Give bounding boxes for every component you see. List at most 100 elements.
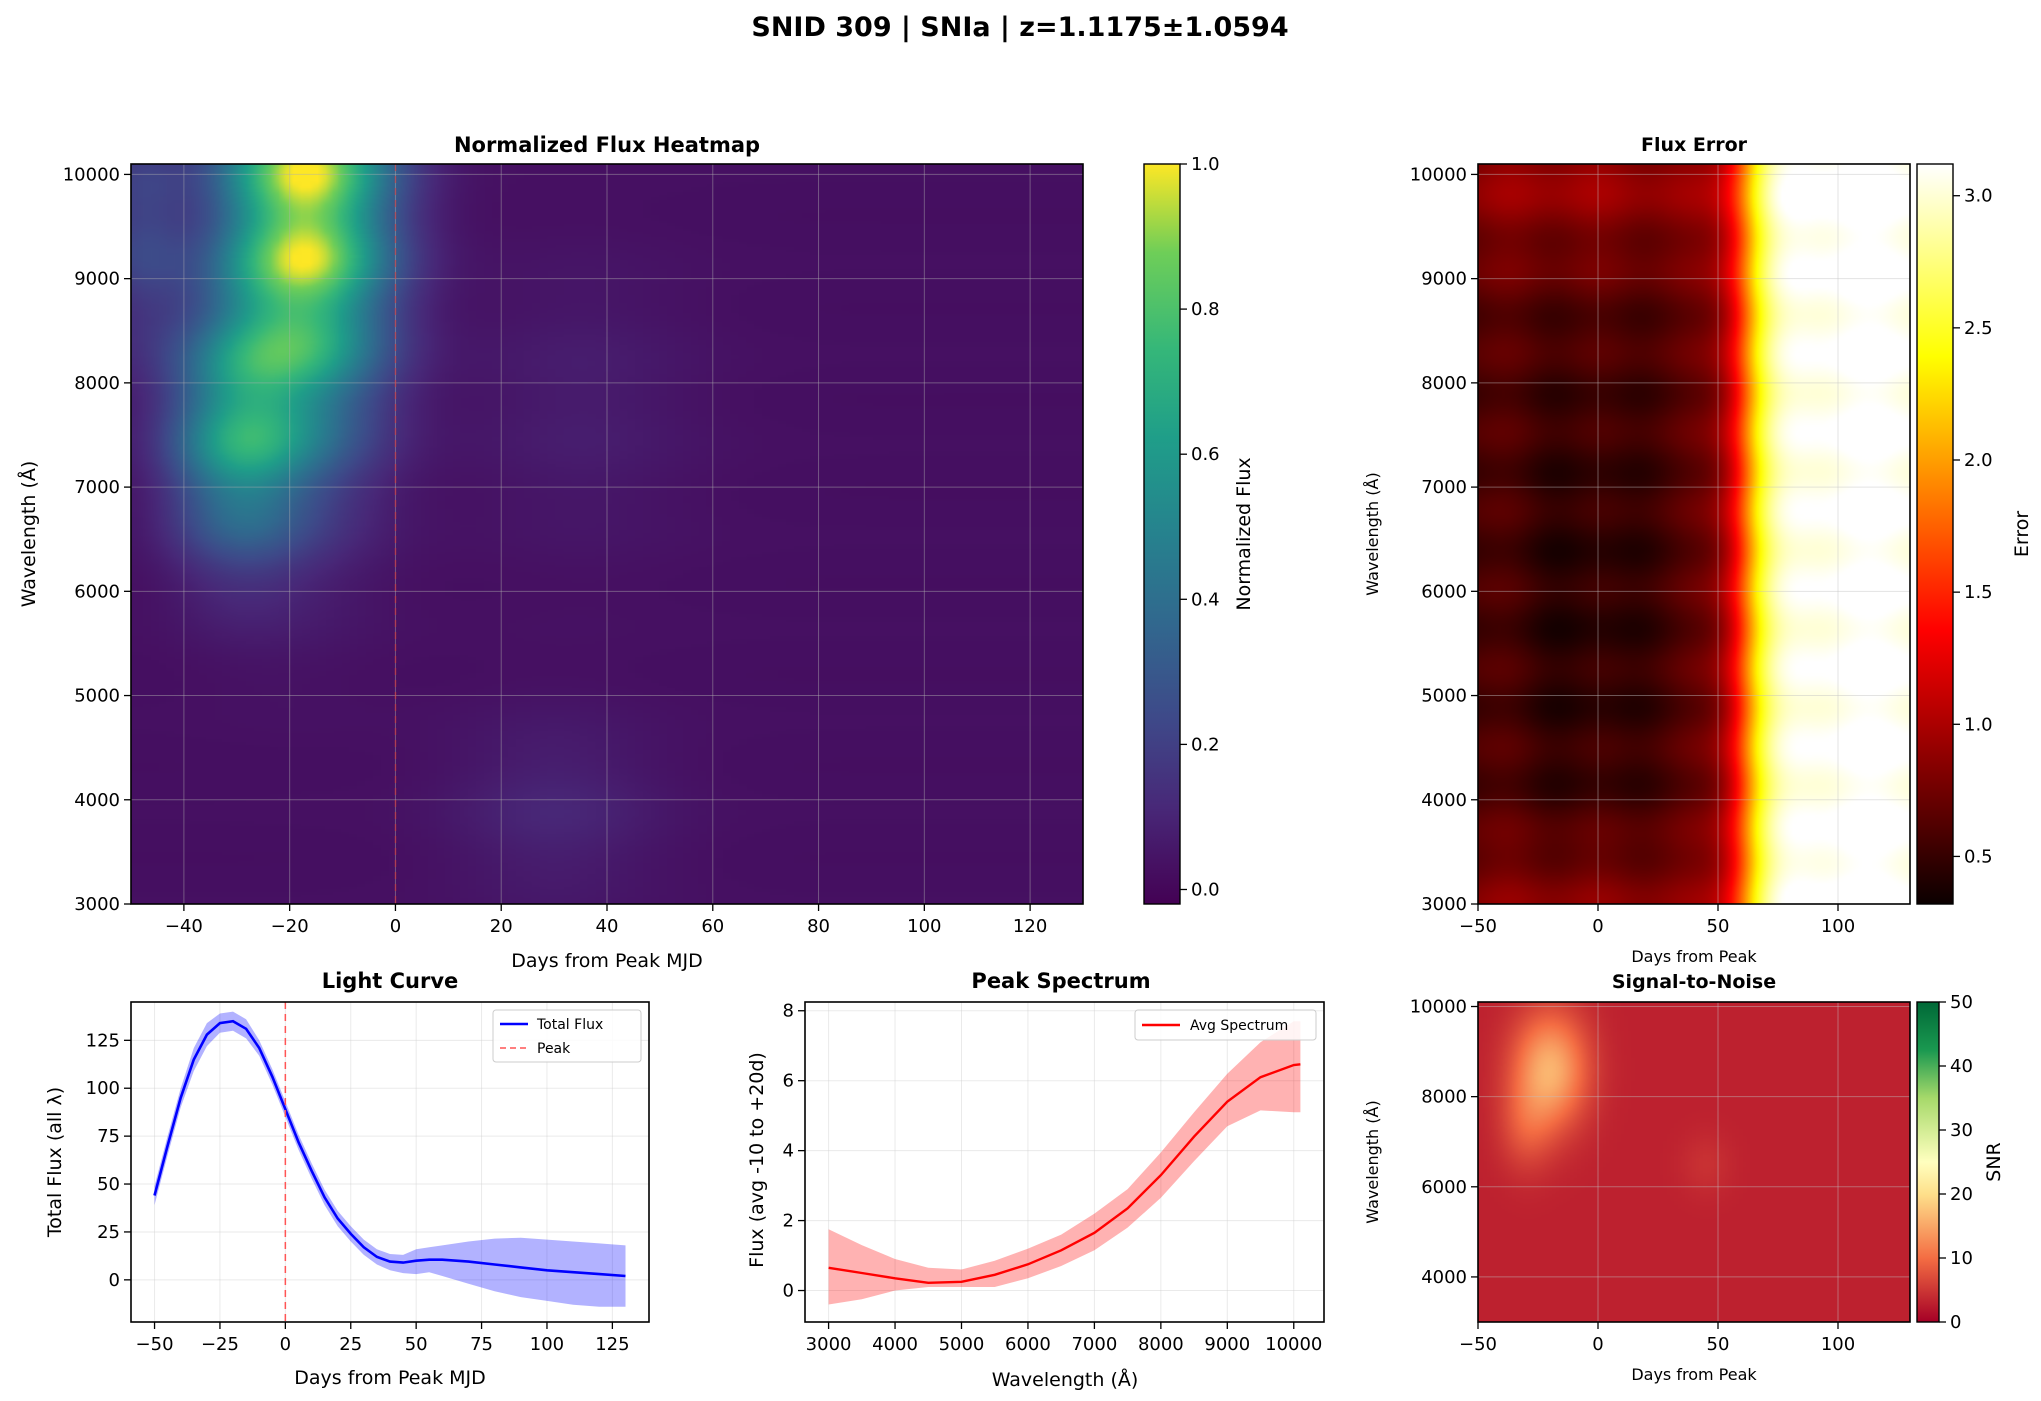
y-tick-label: 10000 [1410,164,1467,185]
colorbar-tick-label: 2.0 [1964,450,1993,471]
colorbar-tick-label: 0.5 [1964,846,1993,867]
x-tick-label: −25 [201,1334,239,1355]
spectrum-panel: Peak Spectrum Avg Spectrum 3000 4000 5000 6… [746,969,1325,1391]
x-tick-label: 0 [1592,1334,1603,1355]
x-tick-label: 5000 [939,1334,985,1355]
x-tick-label: 0 [1592,916,1603,937]
y-tick-label: 10000 [1410,997,1467,1018]
error-panel: Flux Error −50 0 50 100 3000 4000 5000 6000 7000… [1363,134,2033,966]
y-tick-label: 6 [783,1071,794,1092]
snr-colorbar [1916,1001,1940,1323]
x-tick-label: 25 [339,1334,362,1355]
heatmap-plot [130,163,1084,905]
x-tick-label: 10000 [1265,1334,1322,1355]
x-tick-label: 125 [595,1334,629,1355]
x-tick-label: 4000 [872,1334,918,1355]
lightcurve-xlabel: Days from Peak MJD [294,1367,486,1389]
x-tick-label: 40 [596,916,619,937]
y-tick-label: 6000 [1421,1177,1467,1198]
spectrum-xlabel: Wavelength (Å) [992,1368,1139,1391]
snr-colorbar-label: SNR [1983,1142,2005,1181]
colorbar-tick-label: 1.0 [1191,154,1220,175]
x-tick-label: 100 [1821,916,1855,937]
lightcurve-legend: Total Flux Peak [492,1009,642,1063]
error-title: Flux Error [1641,134,1748,156]
y-tick-label: 0 [109,1270,120,1291]
heatmap-xlabel: Days from Peak MJD [511,950,703,972]
y-tick-label: 125 [86,1030,120,1051]
x-tick-label: 75 [470,1334,493,1355]
y-tick-label: 10000 [63,164,120,185]
x-tick-label: −40 [165,916,203,937]
snr-plot [1477,1001,1911,1323]
y-tick-label: 2 [783,1211,794,1232]
colorbar-tick-label: 2.5 [1964,318,1993,339]
colorbar-tick-label: 1.5 [1964,582,1993,603]
heatmap-ylabel: Wavelength (Å) [17,461,40,608]
x-tick-label: 60 [701,916,724,937]
heatmap-image [131,164,1083,905]
x-tick-label: 0 [390,916,401,937]
x-tick-label: 50 [1707,1334,1730,1355]
y-tick-label: 50 [97,1174,120,1195]
y-tick-label: 6000 [1421,581,1467,602]
x-tick-label: 3000 [806,1334,852,1355]
x-tick-label: 20 [490,916,513,937]
snr-ylabel: Wavelength (Å) [1363,1100,1382,1223]
y-tick-label: 8000 [1421,373,1467,394]
lightcurve-ylabel: Total Flux (all λ) [44,1087,66,1238]
snr-image [1478,1002,1910,1323]
heatmap-colorbar-label: Normalized Flux [1233,457,1255,610]
colorbar-tick-label: 3.0 [1964,186,1993,207]
x-tick-label: −50 [1459,916,1497,937]
y-tick-label: 0 [783,1281,794,1302]
colorbar-tick-label: 0.4 [1191,589,1220,610]
colorbar-tick-label: 0.8 [1191,299,1220,320]
y-tick-label: 9000 [1421,269,1467,290]
y-tick-label: 5000 [74,686,120,707]
y-tick-label: 75 [97,1126,120,1147]
legend-total-flux: Total Flux [536,1017,603,1033]
colorbar-tick-label: 0.6 [1191,444,1220,465]
x-tick-label: 50 [1707,916,1730,937]
y-tick-label: 5000 [1421,686,1467,707]
spectrum-title: Peak Spectrum [971,969,1150,993]
spectrum-plot: Avg Spectrum [804,1001,1325,1323]
spectrum-legend: Avg Spectrum [1134,1009,1317,1041]
x-tick-label: 120 [1013,916,1047,937]
error-colorbar [1916,163,1954,905]
y-tick-label: 4 [783,1141,794,1162]
heatmap-title: Normalized Flux Heatmap [454,133,760,157]
legend-peak: Peak [537,1041,571,1057]
x-tick-label: 50 [405,1334,428,1355]
colorbar-tick-label: 20 [1950,1184,1973,1205]
x-tick-label: −50 [1459,1334,1497,1355]
y-tick-label: 7000 [1421,477,1467,498]
colorbar-tick-label: 0 [1950,1312,1961,1333]
snr-xlabel: Days from Peak [1631,1365,1757,1384]
x-tick-label: 100 [1821,1334,1855,1355]
x-tick-label: 8000 [1138,1334,1184,1355]
snr-panel: Signal-to-Noise −50 0 50 100400060008000100… [1363,971,2005,1384]
total-flux-band [154,1011,626,1307]
colorbar-tick-label: 0.2 [1191,734,1220,755]
x-tick-label: 100 [530,1334,564,1355]
x-tick-label: 7000 [1071,1334,1117,1355]
y-tick-label: 4000 [1421,1267,1467,1288]
colorbar-tick-label: 0.0 [1191,879,1220,900]
x-tick-label: −20 [271,916,309,937]
y-tick-label: 6000 [74,581,120,602]
y-tick-label: 8000 [74,373,120,394]
lightcurve-title: Light Curve [322,969,459,993]
colorbar-tick-label: 40 [1950,1056,1973,1077]
y-tick-label: 7000 [74,477,120,498]
y-tick-label: 9000 [74,269,120,290]
x-tick-label: −50 [136,1334,174,1355]
y-tick-label: 4000 [1421,790,1467,811]
heatmap-panel: Normalized Flux Heatmap −40 −20 0 20 40 60 80 1… [17,133,1255,972]
error-ylabel: Wavelength (Å) [1363,472,1382,595]
lightcurve-panel: Light Curve Total Flux Peak −50 −25 0 25 50 7… [44,969,650,1389]
y-tick-label: 4000 [74,790,120,811]
y-tick-label: 8000 [1421,1087,1467,1108]
colorbar-tick-label: 10 [1950,1248,1973,1269]
